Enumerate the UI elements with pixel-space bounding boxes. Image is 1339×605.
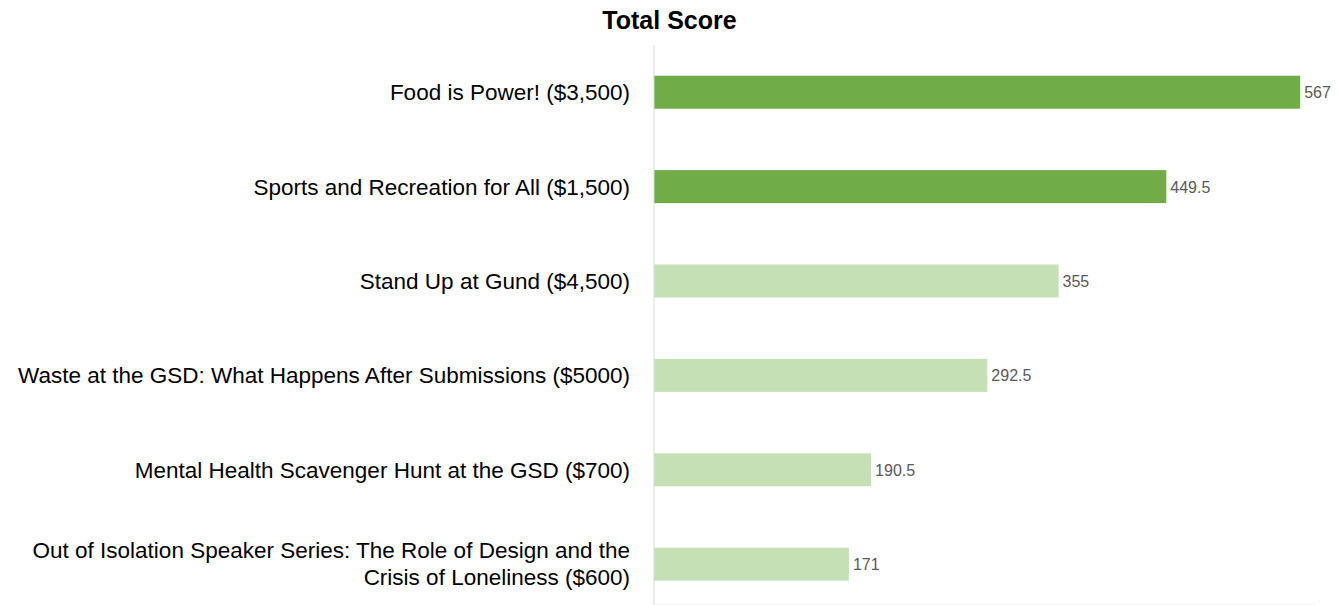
data-label: 171 [853,556,880,573]
data-label: 355 [1063,273,1090,290]
data-label: 292.5 [991,367,1031,384]
category-label: Mental Health Scavenger Hunt at the GSD … [0,456,630,483]
bar [654,76,1300,109]
bar [654,453,871,486]
bars [654,76,1300,581]
category-label: Food is Power! ($3,500) [0,79,630,106]
category-label: Waste at the GSD: What Happens After Sub… [0,362,630,389]
bar [654,359,987,392]
category-label: Stand Up at Gund ($4,500) [0,268,630,295]
bar [654,548,849,581]
data-label: 567 [1304,84,1331,101]
category-label: Sports and Recreation for All ($1,500) [0,173,630,200]
bar [654,265,1059,298]
category-label: Out of Isolation Speaker Series: The Rol… [0,537,630,591]
data-label: 190.5 [875,462,915,479]
chart: 567 449.5 355 292.5 190.5 171 [0,0,1339,605]
value-axis-line [654,604,1315,605]
data-label: 449.5 [1170,179,1210,196]
bar [654,170,1166,203]
axis-line [654,45,655,605]
title: Total Score [0,6,1339,35]
